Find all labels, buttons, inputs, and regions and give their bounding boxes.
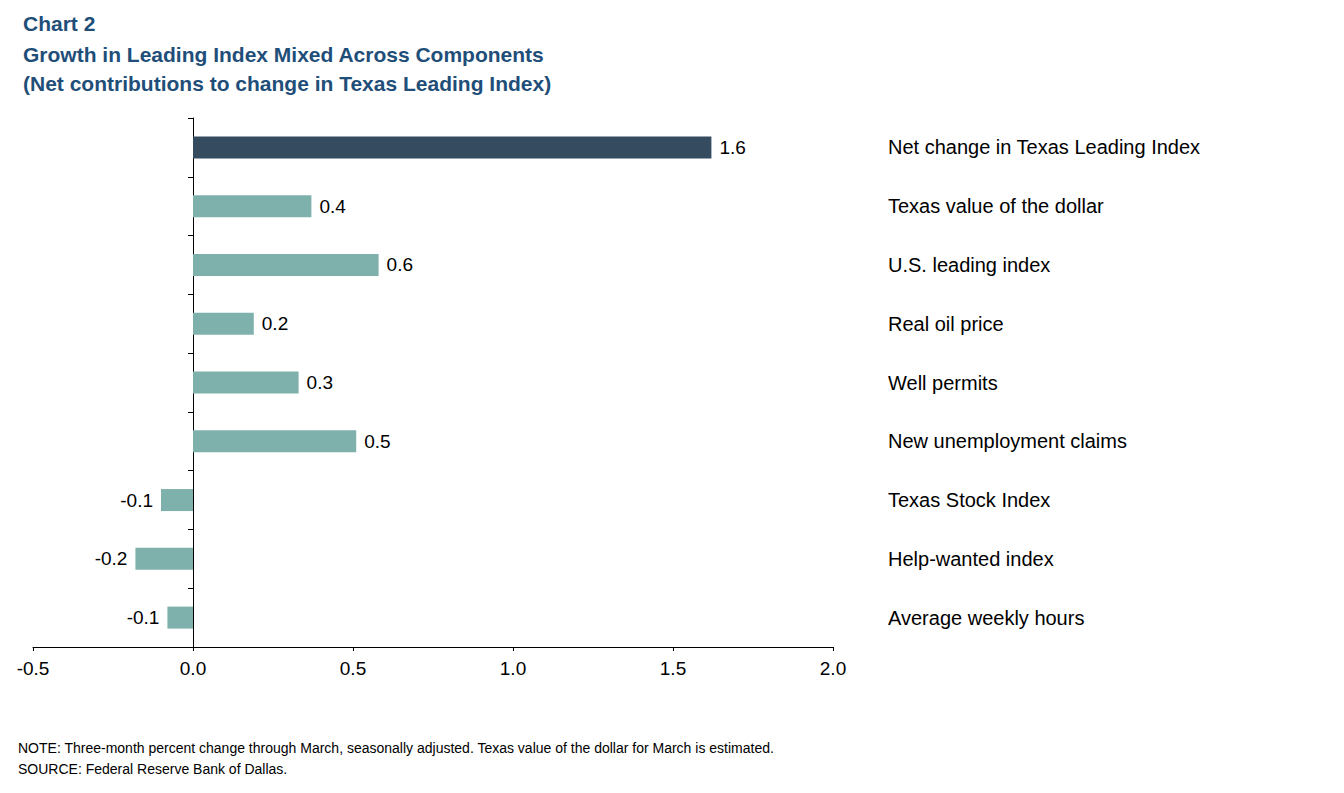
svg-text:U.S. leading index: U.S. leading index: [888, 254, 1050, 276]
svg-text:0.5: 0.5: [340, 658, 366, 679]
svg-text:Texas Stock Index: Texas Stock Index: [888, 489, 1050, 511]
svg-text:Help-wanted index: Help-wanted index: [888, 548, 1054, 570]
svg-text:NOTE: Three-month percent chan: NOTE: Three-month percent change through…: [18, 740, 774, 756]
svg-text:Well permits: Well permits: [888, 372, 998, 394]
svg-text:(Net contributions to change i: (Net contributions to change in Texas Le…: [23, 72, 551, 95]
svg-text:Growth in Leading Index Mixed: Growth in Leading Index Mixed Across Com…: [23, 43, 544, 66]
svg-text:Average weekly hours: Average weekly hours: [888, 607, 1084, 629]
svg-text:2.0: 2.0: [820, 658, 846, 679]
svg-text:SOURCE: Federal Reserve Bank o: SOURCE: Federal Reserve Bank of Dallas.: [18, 761, 287, 777]
svg-text:0.3: 0.3: [307, 372, 333, 393]
svg-text:Real oil price: Real oil price: [888, 313, 1004, 335]
svg-text:1.6: 1.6: [719, 137, 745, 158]
svg-text:1.0: 1.0: [500, 658, 526, 679]
svg-text:Chart 2: Chart 2: [23, 12, 95, 35]
svg-text:Texas value of the dollar: Texas value of the dollar: [888, 195, 1104, 217]
svg-text:0.5: 0.5: [364, 431, 390, 452]
svg-text:0.2: 0.2: [262, 313, 288, 334]
svg-text:-0.5: -0.5: [17, 658, 50, 679]
svg-text:1.5: 1.5: [660, 658, 686, 679]
svg-text:-0.1: -0.1: [120, 490, 153, 511]
svg-text:-0.1: -0.1: [127, 607, 160, 628]
svg-text:0.0: 0.0: [180, 658, 206, 679]
svg-text:New unemployment claims: New unemployment claims: [888, 430, 1127, 452]
svg-text:Net change in Texas Leading In: Net change in Texas Leading Index: [888, 136, 1200, 158]
svg-text:-0.2: -0.2: [95, 548, 128, 569]
svg-text:0.6: 0.6: [387, 254, 413, 275]
svg-text:0.4: 0.4: [319, 196, 346, 217]
